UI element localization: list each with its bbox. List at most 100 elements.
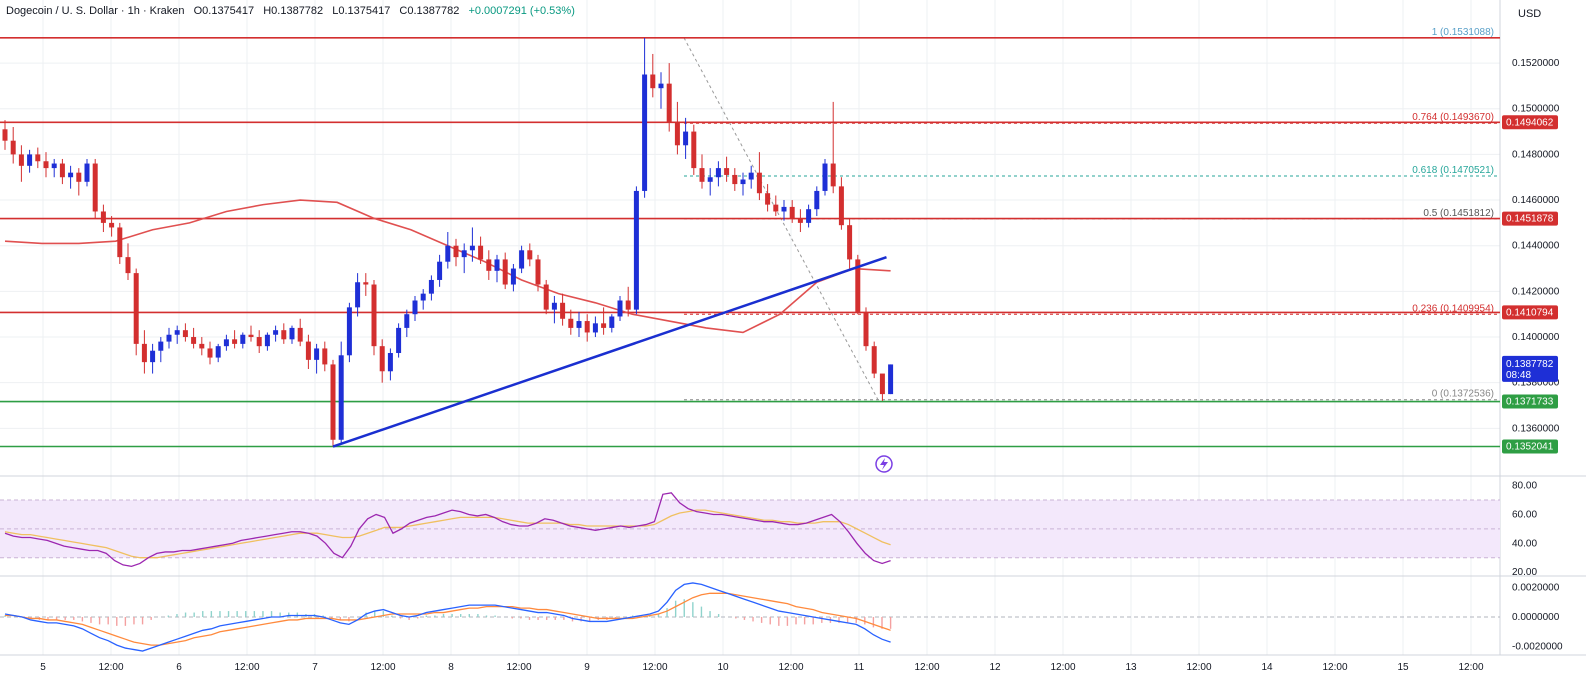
candle-body — [789, 206, 795, 219]
candle-body — [724, 168, 730, 175]
candle-body — [264, 334, 270, 347]
candle-body — [428, 279, 434, 294]
price-level-badge-text: 0.1410794 — [1506, 307, 1554, 318]
legend-close: C0.1387782 — [399, 5, 460, 17]
candle-body — [166, 334, 172, 342]
price-level-badge — [1502, 439, 1558, 454]
price-axis-tick: 0.1360000 — [1512, 423, 1560, 434]
alert-icon-ring — [875, 455, 893, 473]
candle-body — [404, 314, 410, 328]
current-price-text: 0.1387782 — [1506, 359, 1554, 370]
time-axis-tick: 13 — [1125, 662, 1137, 673]
symbol-legend: Dogecoin / U. S. Dollar · 1h · Kraken O0… — [6, 5, 575, 17]
time-axis-tick: 14 — [1261, 662, 1273, 673]
candle-body — [847, 225, 853, 260]
candle-body — [76, 172, 82, 182]
candle-body — [674, 122, 680, 146]
lightning-alert-icon — [875, 455, 893, 473]
time-axis-tick: 5 — [40, 662, 46, 673]
candle-body — [363, 282, 369, 285]
candle-body — [141, 343, 147, 363]
candle-body — [576, 321, 582, 328]
price-level-badge — [1502, 394, 1558, 409]
candle-body — [338, 355, 344, 440]
legend-change: +0.0007291 (+0.53%) — [468, 5, 575, 17]
fib-level-label: 0 (0.1372536) — [1432, 389, 1494, 400]
currency-label[interactable]: USD — [1518, 8, 1542, 20]
candle-body — [699, 168, 705, 182]
candle-body — [43, 161, 49, 169]
candle-body — [305, 341, 311, 360]
candle-body — [822, 163, 828, 191]
rsi-axis-tick: 60.00 — [1512, 509, 1537, 520]
candle-body — [519, 250, 525, 269]
time-axis-tick: 12:00 — [778, 662, 803, 673]
price-level-badge — [1502, 115, 1558, 130]
candle-body — [625, 300, 631, 310]
candle-body — [330, 364, 336, 440]
candle-body — [453, 245, 459, 258]
countdown-text: 08:48 — [1506, 370, 1531, 381]
candle-body — [879, 373, 885, 395]
candle-body — [748, 172, 754, 180]
price-axis-tick: 0.1460000 — [1512, 195, 1560, 206]
symbol-title[interactable]: Dogecoin / U. S. Dollar · 1h · Kraken — [6, 5, 185, 17]
candle-body — [617, 300, 623, 317]
fib-level-label: 0.764 (0.1493670) — [1412, 112, 1494, 123]
legend-open: O0.1375417 — [193, 5, 255, 17]
candle-body — [609, 316, 615, 328]
candle-body — [10, 140, 16, 155]
candle-body — [240, 334, 246, 344]
candle-body — [543, 284, 549, 310]
macd-axis-tick: 0.0000000 — [1512, 612, 1560, 623]
macd-axis-tick: -0.0020000 — [1512, 642, 1563, 653]
price-axis-tick: 0.1440000 — [1512, 241, 1560, 252]
candle-body — [322, 348, 328, 365]
candle-body — [117, 227, 123, 258]
candle-body — [863, 311, 869, 347]
candle-body — [273, 330, 279, 335]
time-axis-tick: 12:00 — [234, 662, 259, 673]
price-axis-tick: 0.1520000 — [1512, 58, 1560, 69]
candle-body — [773, 204, 779, 212]
alert-icon-bolt — [880, 458, 888, 470]
candle-body — [781, 206, 787, 212]
rsi-axis-tick: 40.00 — [1512, 538, 1537, 549]
candle-body — [223, 339, 229, 347]
candle-body — [59, 163, 65, 178]
candle-body — [18, 154, 24, 166]
price-level-badge — [1502, 211, 1558, 226]
time-axis-tick: 12:00 — [642, 662, 667, 673]
price-axis-tick: 0.1380000 — [1512, 378, 1560, 389]
candle-body — [888, 364, 894, 395]
legend-low: L0.1375417 — [332, 5, 391, 17]
candle-body — [92, 163, 98, 212]
candle-body — [396, 327, 402, 354]
candle-body — [494, 259, 500, 271]
candle-body — [27, 154, 33, 166]
price-level-badge-text: 0.1352041 — [1506, 442, 1554, 453]
candle-body — [650, 74, 656, 89]
fib-level-label: 0.5 (0.1451812) — [1423, 208, 1494, 219]
candle-body — [387, 353, 393, 372]
time-axis-tick: 12:00 — [1322, 662, 1347, 673]
candle-body — [838, 186, 844, 226]
candle-body — [207, 348, 213, 358]
rsi-line — [4, 492, 891, 568]
candle-body — [715, 168, 721, 178]
price-axis-tick: 0.1480000 — [1512, 149, 1560, 160]
time-axis-tick: 12:00 — [506, 662, 531, 673]
candle-body — [437, 261, 443, 280]
candle-body — [35, 154, 41, 162]
price-axis-tick: 0.1400000 — [1512, 332, 1560, 343]
time-axis-tick: 12:00 — [370, 662, 395, 673]
candle-body — [469, 245, 475, 251]
time-axis-tick: 8 — [448, 662, 454, 673]
candle-body — [256, 337, 262, 347]
candle-body — [601, 323, 607, 328]
candle-body — [732, 174, 738, 185]
macd-signal-line — [5, 592, 891, 646]
rsi-axis-tick: 80.00 — [1512, 481, 1537, 492]
macd-axis-tick: 0.0020000 — [1512, 582, 1560, 593]
